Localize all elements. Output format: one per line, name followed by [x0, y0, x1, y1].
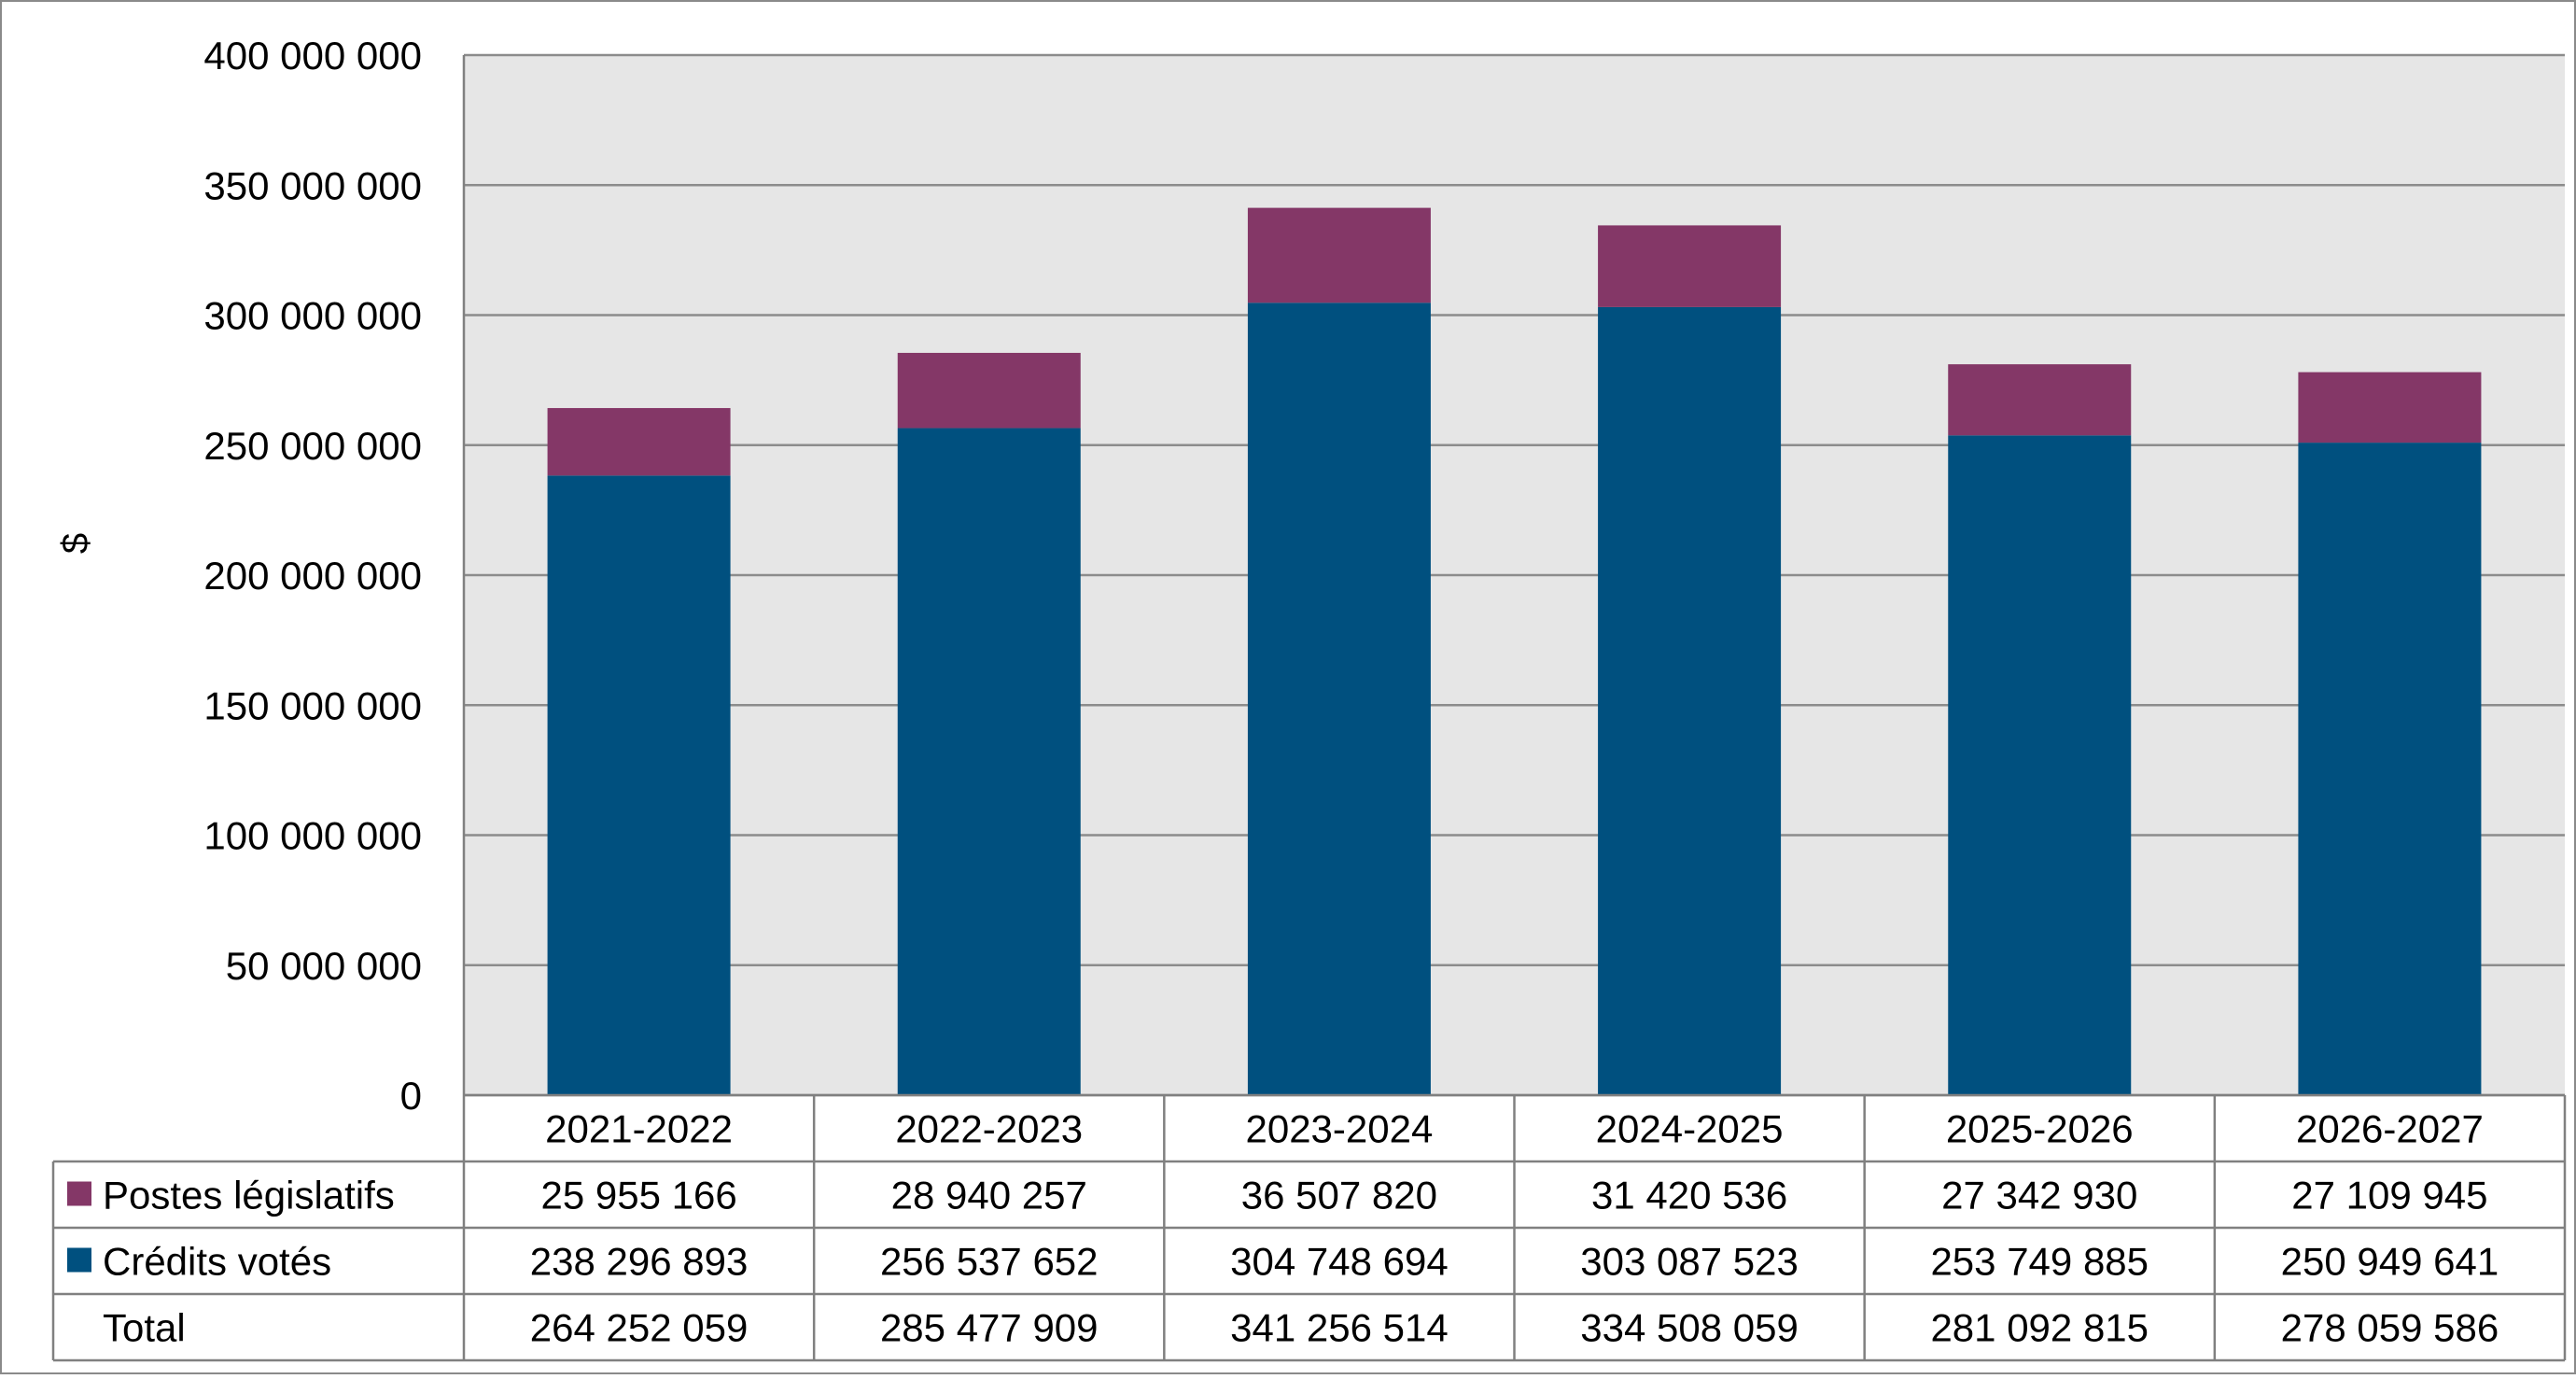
bar-cr-dits-vot-s-2026-2027	[2298, 443, 2482, 1096]
table-value: 281 092 815	[1930, 1306, 2149, 1350]
data-table: 2021-2022 2022-2023 2023-2024 2024-2025 2025…	[51, 1093, 2567, 1362]
table-value: 31 420 536	[1591, 1174, 1787, 1217]
y-tick-label: 100 000 000	[203, 814, 422, 858]
legend-swatch	[67, 1247, 91, 1273]
table-value: 27 109 945	[2291, 1174, 2487, 1217]
y-tick-label: 300 000 000	[203, 294, 422, 338]
bar-cr-dits-vot-s-2024-2025	[1598, 306, 1782, 1095]
table-value: 253 749 885	[1930, 1240, 2149, 1284]
x-category-label: 2023-2024	[1245, 1107, 1433, 1151]
y-tick-label: 350 000 000	[203, 163, 422, 207]
y-tick-label: 250 000 000	[203, 424, 422, 468]
bar-cr-dits-vot-s-2022-2023	[897, 428, 1081, 1096]
y-tick-label: 0	[400, 1074, 422, 1118]
legend-swatch	[67, 1181, 91, 1206]
table-value: 304 748 694	[1230, 1240, 1449, 1284]
table-value: 238 296 893	[530, 1240, 749, 1284]
table-value: 27 342 930	[1941, 1174, 2137, 1217]
y-tick-label: 400 000 000	[203, 34, 422, 77]
y-tick-label: 200 000 000	[203, 554, 422, 598]
y-axis-tick-labels: 0 50 000 000 100 000 000 150 000 000 200 000…	[203, 34, 422, 1118]
x-category-label: 2022-2023	[895, 1107, 1083, 1151]
bar-postes-l-gislatifs-2026-2027	[2298, 372, 2482, 443]
bars	[547, 207, 2482, 1096]
table-value: 285 477 909	[880, 1306, 1099, 1350]
x-category-label: 2024-2025	[1596, 1107, 1784, 1151]
bar-postes-l-gislatifs-2024-2025	[1598, 225, 1782, 307]
table-value: 341 256 514	[1230, 1306, 1449, 1350]
y-axis-title: $	[55, 533, 96, 554]
bar-postes-l-gislatifs-2023-2024	[1247, 207, 1431, 303]
y-tick-label: 50 000 000	[226, 944, 422, 988]
bar-cr-dits-vot-s-2021-2022	[547, 475, 731, 1095]
gridlines	[462, 53, 2565, 1097]
bar-postes-l-gislatifs-2021-2022	[547, 408, 731, 476]
table-row-label: Crédits votés	[103, 1240, 331, 1284]
x-category-label: 2021-2022	[545, 1107, 733, 1151]
table-value: 334 508 059	[1580, 1306, 1799, 1350]
table-value: 36 507 820	[1241, 1174, 1437, 1217]
table-value: 250 949 641	[2281, 1240, 2499, 1284]
table-value: 25 955 166	[540, 1174, 736, 1217]
bar-postes-l-gislatifs-2022-2023	[897, 352, 1081, 429]
y-tick-label: 150 000 000	[203, 683, 422, 727]
bar-postes-l-gislatifs-2025-2026	[1948, 364, 2132, 436]
table-value: 28 940 257	[891, 1174, 1087, 1217]
table-value: 256 537 652	[880, 1240, 1099, 1284]
x-category-label: 2026-2027	[2296, 1107, 2484, 1151]
table-row-label: Total	[103, 1306, 186, 1350]
x-category-label: 2025-2026	[1946, 1107, 2134, 1151]
bar-cr-dits-vot-s-2023-2024	[1247, 303, 1431, 1095]
table-value: 264 252 059	[530, 1306, 749, 1350]
table-row-label: Postes législatifs	[103, 1174, 395, 1217]
table-value: 303 087 523	[1580, 1240, 1799, 1284]
table-value: 278 059 586	[2281, 1306, 2499, 1350]
bar-cr-dits-vot-s-2025-2026	[1948, 435, 2132, 1095]
